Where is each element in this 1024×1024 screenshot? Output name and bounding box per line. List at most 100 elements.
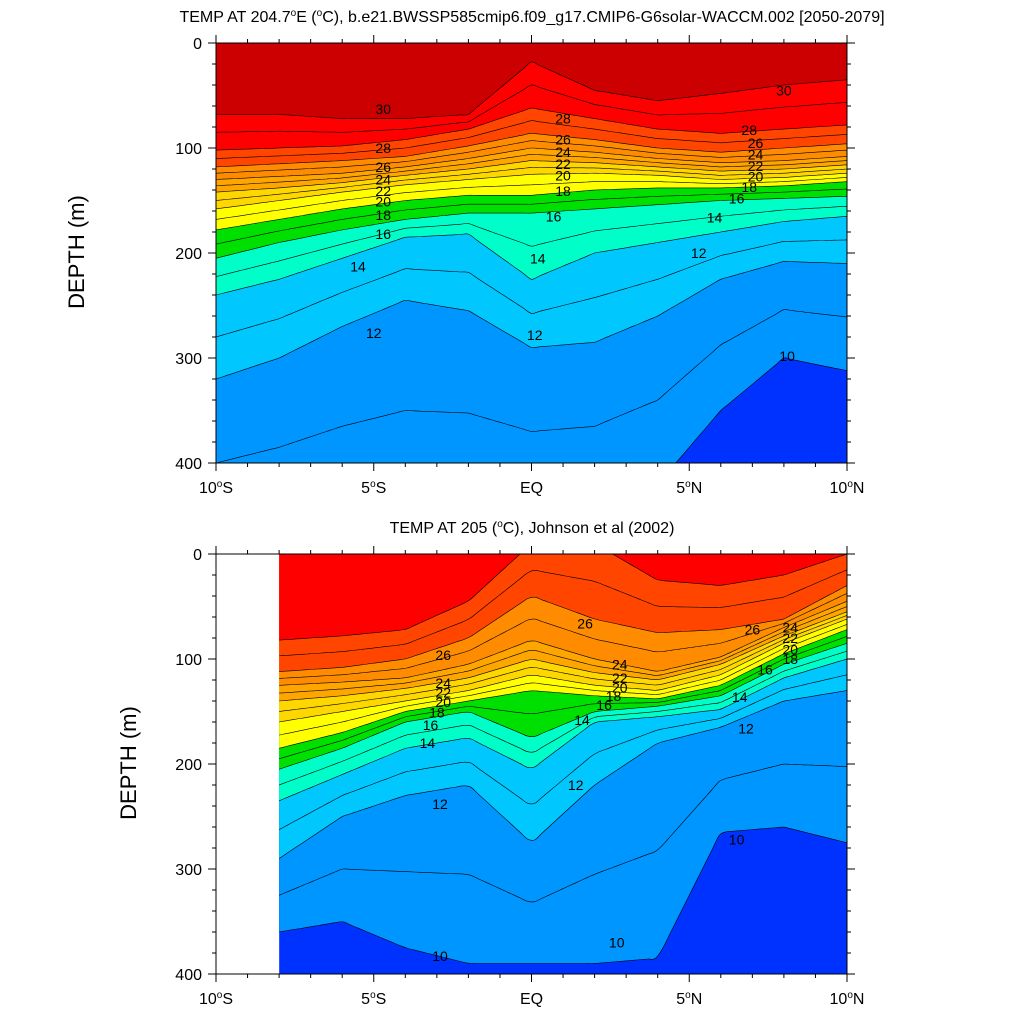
isotherm-29: [216, 84, 847, 133]
contour-lines: [279, 554, 848, 964]
isotherm-14: [216, 216, 847, 296]
isotherm-label: 12: [738, 720, 754, 736]
isotherm-label: 20: [375, 194, 391, 210]
band-30: [216, 43, 847, 119]
isotherm-label: 10: [729, 832, 745, 848]
isotherm-label: 18: [741, 179, 757, 195]
isotherm-label: 20: [612, 679, 628, 695]
isotherm-28: [216, 107, 847, 151]
isotherm-label: 20: [782, 642, 798, 658]
isotherm-17: [279, 636, 848, 760]
isotherm-label: 26: [375, 159, 391, 175]
x-tick-label: 10oS: [199, 990, 233, 1008]
isotherm-label: 14: [732, 689, 748, 705]
isotherm-label: 12: [691, 245, 707, 261]
band-28: [279, 554, 847, 641]
isotherm-18: [279, 629, 848, 749]
isotherm-27: [216, 120, 847, 159]
isotherm-15: [279, 650, 848, 786]
top-panel-plot: 3028262422201816141228262422201816141212…: [175, 35, 865, 497]
isotherm-20: [216, 172, 847, 210]
isotherm-label: 30: [375, 101, 391, 117]
isotherm-15: [216, 206, 847, 277]
isotherm-22: [279, 611, 848, 702]
bottom-panel-title: TEMP AT 205 (oC), Johnson et al (2002): [390, 519, 675, 537]
isotherm-label: 26: [748, 135, 764, 151]
isotherm-12: [279, 690, 848, 859]
y-tick-label: 100: [175, 652, 202, 669]
x-tick-label: EQ: [520, 991, 543, 1008]
isotherm-25: [216, 140, 847, 174]
isotherm-label: 22: [435, 685, 451, 701]
isotherm-label: 16: [757, 662, 773, 678]
x-tick-label: 5oN: [676, 479, 702, 497]
x-ticks: [215, 35, 848, 471]
isotherm-label: 20: [555, 167, 571, 183]
x-tick-label: 10oS: [199, 479, 233, 497]
isotherm-label: 12: [568, 777, 584, 793]
isotherm-label: 14: [707, 209, 723, 225]
x-tick-label: EQ: [520, 480, 543, 497]
y-tick-label: 300: [175, 862, 202, 879]
isotherm-26: [216, 132, 847, 168]
isotherm-label: 16: [596, 697, 612, 713]
top-panel-title: TEMP AT 204.7oE (oC), b.e21.BWSSP585cmip…: [179, 8, 884, 26]
isotherm-17: [216, 188, 847, 245]
isotherm-24: [216, 147, 847, 180]
isotherm-label: 24: [782, 620, 798, 636]
top-panel-ylabel: DEPTH (m): [64, 195, 89, 309]
isotherm-20: [279, 618, 848, 723]
x-tick-label: 5oS: [361, 479, 386, 497]
isotherm-21: [216, 167, 847, 201]
isotherm-13: [279, 674, 848, 830]
isotherm-label: 26: [435, 647, 451, 663]
isotherm-label: 26: [555, 132, 571, 148]
x-tick-label: 10oN: [830, 479, 865, 497]
isotherm-11: [279, 763, 848, 903]
isotherm-label: 14: [420, 735, 436, 751]
isotherm-label: 28: [555, 111, 571, 127]
isotherm-label: 26: [745, 622, 761, 638]
isotherm-16: [216, 196, 847, 259]
y-ticks: [208, 42, 855, 464]
isotherm-label: 22: [375, 183, 391, 199]
isotherm-label: 24: [375, 172, 391, 188]
isotherm-19: [279, 624, 848, 736]
isotherm-label: 24: [435, 675, 451, 691]
top-panel: TEMP AT 204.7oE (oC), b.e21.BWSSP585cmip…: [64, 8, 885, 497]
isotherm-label: 22: [612, 670, 628, 686]
y-tick-label: 200: [175, 757, 202, 774]
y-tick-label: 100: [175, 141, 202, 158]
x-ticks: [215, 546, 848, 982]
y-tick-label: 400: [175, 456, 202, 473]
isotherm-label: 18: [375, 207, 391, 223]
isotherm-label: 22: [782, 630, 798, 646]
isotherm-label: 16: [375, 226, 391, 242]
isotherm-10: [279, 826, 848, 964]
isotherm-label: 10: [779, 348, 795, 364]
y-ticks: [208, 553, 855, 975]
isotherm-label: 16: [546, 208, 562, 224]
isotherm-label: 22: [748, 158, 764, 174]
isotherm-10: [675, 357, 847, 463]
isotherm-28: [279, 554, 848, 641]
isotherm-27: [279, 569, 848, 657]
isotherm-19: [216, 177, 847, 220]
isotherm-label: 12: [527, 327, 543, 343]
isotherm-label: 16: [729, 190, 745, 206]
isotherm-label: 10: [609, 935, 625, 951]
y-tick-label: 0: [193, 547, 202, 564]
isotherm-21: [279, 615, 848, 712]
isotherm-label: 24: [555, 144, 571, 160]
isotherm-label: 12: [366, 325, 382, 341]
y-tick-label: 200: [175, 246, 202, 263]
contour-bands: [279, 554, 847, 964]
isotherm-18: [216, 181, 847, 231]
isotherm-30: [216, 61, 847, 119]
isotherm-22: [216, 160, 847, 193]
x-tick-label: 10oN: [830, 990, 865, 1008]
x-tick-label: 5oN: [676, 990, 702, 1008]
isotherm-26: [279, 585, 848, 672]
